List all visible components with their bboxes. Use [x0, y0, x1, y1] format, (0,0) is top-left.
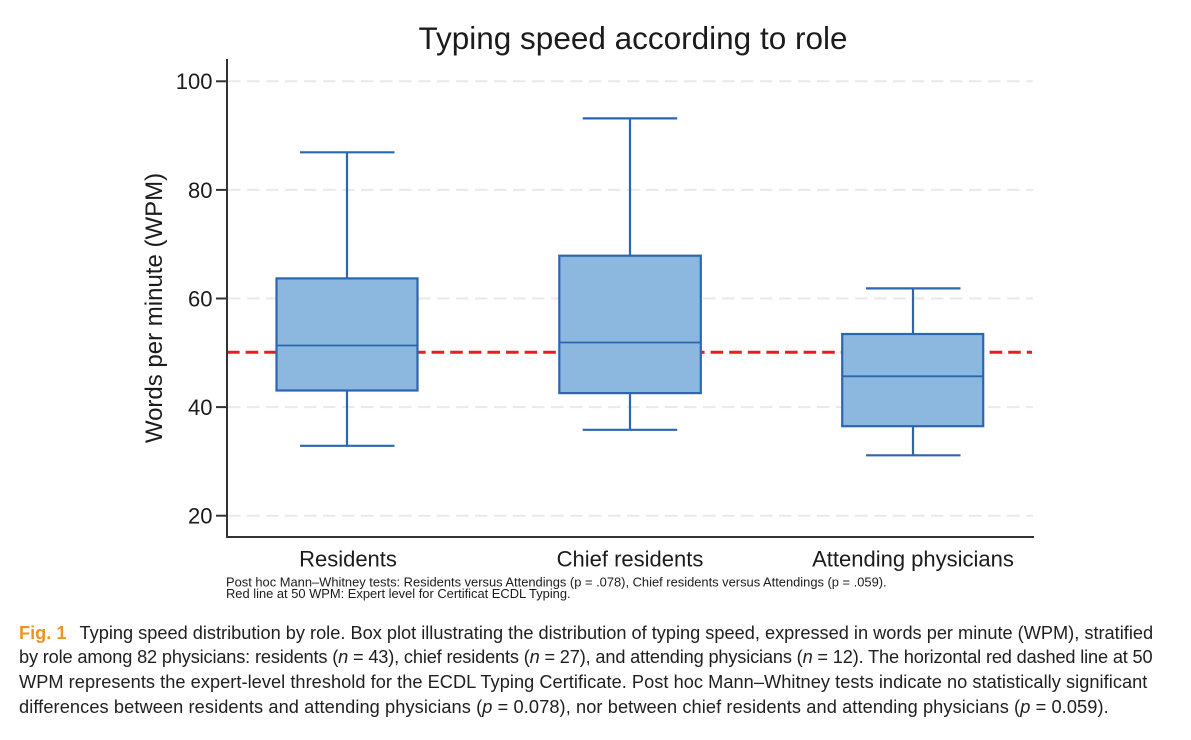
svg-text:Red line at 50 WPM: Expert lev: Red line at 50 WPM: Expert level for Cer… [226, 586, 571, 601]
svg-text:Words per minute (WPM): Words per minute (WPM) [141, 173, 168, 443]
svg-text:20: 20 [188, 504, 212, 529]
svg-text:Attending physicians: Attending physicians [812, 547, 1014, 572]
svg-text:80: 80 [188, 178, 212, 203]
svg-text:Residents: Residents [299, 547, 397, 572]
svg-text:Typing speed according to role: Typing speed according to role [418, 20, 847, 56]
svg-text:100: 100 [176, 69, 213, 94]
svg-text:Chief residents: Chief residents [557, 547, 704, 572]
svg-text:Post hoc Mann–Whitney tests: R: Post hoc Mann–Whitney tests: Residents v… [226, 574, 887, 589]
svg-text:40: 40 [188, 395, 212, 420]
svg-text:60: 60 [188, 286, 212, 311]
